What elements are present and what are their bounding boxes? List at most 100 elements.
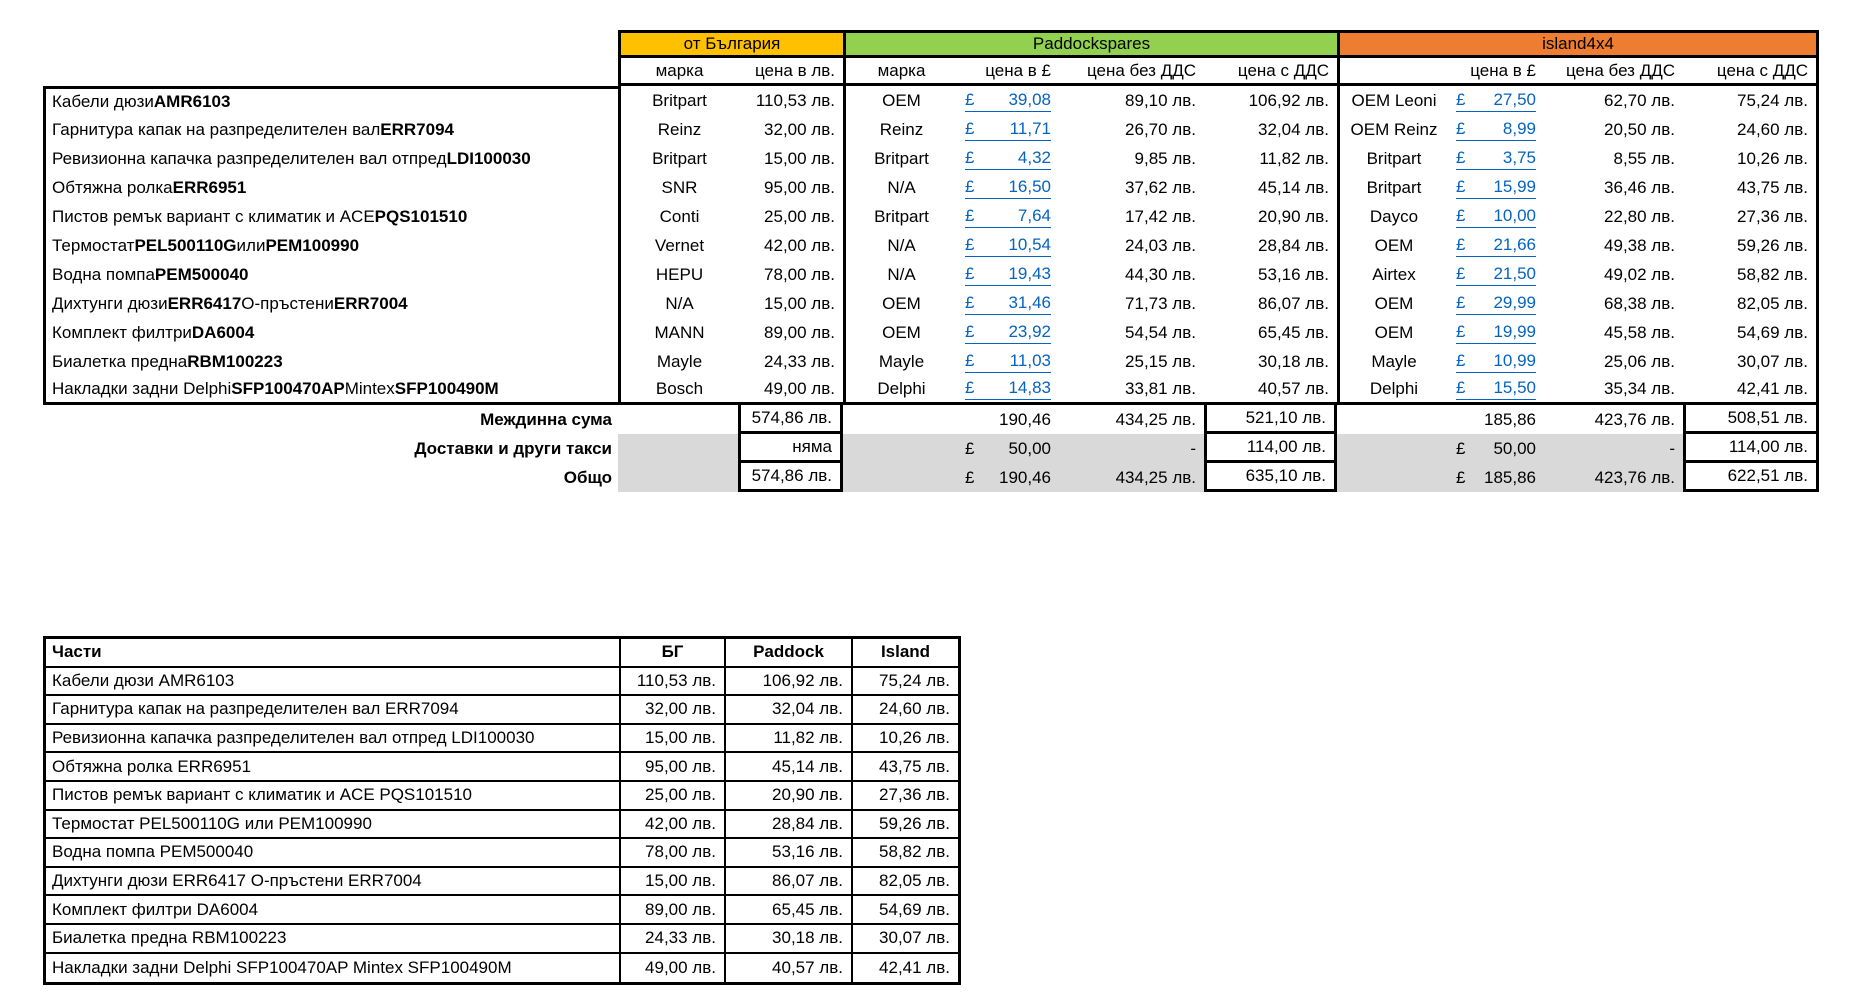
paddock-price-link[interactable]: £16,50 bbox=[957, 173, 1059, 202]
paddock-price-link[interactable]: £39,08 bbox=[957, 86, 1059, 115]
total-label: Общо bbox=[563, 467, 612, 487]
part-name: Обтяжна ролка ERR6951 bbox=[46, 753, 621, 782]
pound-symbol: £ bbox=[1456, 89, 1466, 109]
paddock-price: 30,18 лв. bbox=[726, 924, 853, 954]
paddock-price: 11,82 лв. bbox=[726, 724, 853, 754]
paddock-brand: Mayle bbox=[843, 347, 957, 376]
island-price-link[interactable]: £10,99 bbox=[1448, 347, 1544, 376]
island-price-link[interactable]: £8,99 bbox=[1448, 115, 1544, 144]
pound-symbol: £ bbox=[965, 147, 975, 167]
shipping-label: Доставки и други такси bbox=[414, 438, 612, 458]
shipping-paddock-vat: 114,00 лв. bbox=[1204, 434, 1337, 463]
pound-symbol: £ bbox=[1456, 438, 1466, 458]
bg-price: 42,00 лв. bbox=[621, 810, 726, 840]
part-name: Комплект филтри DA6004 bbox=[46, 896, 621, 925]
bg-price: 110,53 лв. bbox=[755, 90, 835, 110]
part-name: Обтяжна ролка ERR6951 bbox=[43, 173, 618, 202]
island-price: 59,26 лв. bbox=[853, 811, 958, 840]
paddock-price-link[interactable]: £7,64 bbox=[957, 202, 1059, 231]
paddock-price-vat: 40,57 лв. bbox=[1204, 376, 1337, 405]
island-price: 27,36 лв. bbox=[853, 782, 958, 811]
island-price-novat: 45,58 лв. bbox=[1604, 322, 1675, 342]
subtotal-island-blank bbox=[1337, 405, 1448, 434]
island-gbp-value: 27,50 bbox=[1493, 89, 1536, 109]
island-price-novat: 36,46 лв. bbox=[1604, 177, 1675, 197]
bg-price: 15,00 лв. bbox=[764, 148, 835, 168]
paddock-price-novat: 25,15 лв. bbox=[1125, 351, 1196, 371]
island-price: 24,60 лв. bbox=[853, 696, 958, 725]
bg-price: 110,53 лв. bbox=[621, 667, 726, 697]
paddock-price-novat: 54,54 лв. bbox=[1125, 322, 1196, 342]
bg-brand: Britpart bbox=[618, 144, 738, 173]
island-price-link[interactable]: £29,99 bbox=[1448, 289, 1544, 318]
pound-symbol: £ bbox=[1456, 205, 1466, 225]
paddock-gbp-value: 11,71 bbox=[1009, 118, 1051, 138]
col-header-bg: БГ bbox=[621, 639, 726, 668]
bg-price: 24,33 лв. bbox=[764, 351, 835, 371]
island-price-link[interactable]: £27,50 bbox=[1448, 86, 1544, 115]
bg-price: 15,00 лв. bbox=[621, 867, 726, 897]
header-blank bbox=[43, 58, 618, 86]
bg-brand: Conti bbox=[618, 202, 738, 231]
paddock-gbp-value: 14,83 bbox=[1008, 378, 1051, 397]
total-paddock-gbp: £190,46 bbox=[957, 463, 1059, 492]
island-gbp-value: 21,66 bbox=[1493, 234, 1536, 254]
island-price-novat: 25,06 лв. bbox=[1604, 351, 1675, 371]
part-name: Водна помпа PEM500040 bbox=[43, 260, 618, 289]
paddock-price-link[interactable]: £11,71 bbox=[957, 115, 1059, 144]
paddock-price: 40,57 лв. bbox=[726, 953, 853, 983]
paddock-gbp-value: 39,08 bbox=[1008, 89, 1051, 109]
total-island-blank bbox=[1337, 463, 1448, 492]
total-bg-blank bbox=[618, 463, 738, 492]
paddock-price-vat: 30,18 лв. bbox=[1258, 351, 1329, 371]
paddock-price-link[interactable]: £31,46 bbox=[957, 289, 1059, 318]
island-price-link[interactable]: £10,00 bbox=[1448, 202, 1544, 231]
pound-symbol: £ bbox=[1456, 467, 1466, 487]
bg-brand: Reinz bbox=[618, 115, 738, 144]
island-price-link[interactable]: £21,66 bbox=[1448, 231, 1544, 260]
bg-price: 49,00 лв. bbox=[738, 376, 843, 405]
paddock-price-link[interactable]: £11,03 bbox=[957, 347, 1059, 376]
island-price-vat: 30,07 лв. bbox=[1683, 347, 1819, 376]
island-brand: OEM Reinz bbox=[1337, 115, 1448, 144]
subtotal-label: Междинна сума bbox=[480, 409, 612, 429]
island-price-link[interactable]: £3,75 bbox=[1448, 144, 1544, 173]
island-price-vat: 59,26 лв. bbox=[1683, 231, 1819, 260]
paddock-price-novat: 17,42 лв. bbox=[1125, 206, 1196, 226]
pound-symbol: £ bbox=[965, 378, 975, 397]
paddock-price-novat: 71,73 лв. bbox=[1125, 293, 1196, 313]
island-price-link[interactable]: £21,50 bbox=[1448, 260, 1544, 289]
part-name: Водна помпа PEM500040 bbox=[46, 839, 621, 868]
island-brand: Dayco bbox=[1337, 202, 1448, 231]
paddock-price-link[interactable]: £14,83 bbox=[957, 376, 1059, 405]
island-gbp-value: 19,99 bbox=[1493, 321, 1536, 341]
bg-brand: Britpart bbox=[618, 86, 738, 115]
pound-symbol: £ bbox=[965, 234, 975, 254]
paddock-price-link[interactable]: £19,43 bbox=[957, 260, 1059, 289]
island-price-link[interactable]: £19,99 bbox=[1448, 318, 1544, 347]
paddock-gbp-value: 16,50 bbox=[1008, 176, 1051, 196]
paddock-price-link[interactable]: £4,32 bbox=[957, 144, 1059, 173]
subtotal-paddock-novat: 434,25 лв. bbox=[1115, 409, 1196, 429]
island-gbp-value: 3,75 bbox=[1502, 147, 1536, 167]
part-name: Кабели дюзи AMR6103 bbox=[46, 667, 621, 697]
part-name: Пистов ремък вариант с климатик и ACE PQ… bbox=[46, 781, 621, 811]
paddock-price-link[interactable]: £10,54 bbox=[957, 231, 1059, 260]
paddock-price-link[interactable]: £23,92 bbox=[957, 318, 1059, 347]
corner-blank bbox=[43, 30, 618, 58]
part-name: Гарнитура капак на разпределителен вал E… bbox=[43, 115, 618, 144]
part-name: Дихтунги дюзи ERR6417 О-пръстени ERR7004 bbox=[46, 867, 621, 897]
paddock-price: 86,07 лв. bbox=[726, 867, 853, 897]
island-price-link[interactable]: £15,50 bbox=[1448, 376, 1544, 405]
total-bg-price: 574,86 лв. bbox=[738, 463, 843, 492]
paddock-price-vat: 20,90 лв. bbox=[1258, 206, 1329, 226]
bg-brand: MANN bbox=[618, 318, 738, 347]
island-price-novat: 62,70 лв. bbox=[1604, 90, 1675, 110]
part-name: Биалетка предна RBM100223 bbox=[46, 924, 621, 954]
island-price-link[interactable]: £15,99 bbox=[1448, 173, 1544, 202]
island-price: 58,82 лв. bbox=[853, 839, 958, 868]
bg-price: 95,00 лв. bbox=[764, 177, 835, 197]
bg-price: 24,33 лв. bbox=[621, 924, 726, 954]
island-price-novat: 35,34 лв. bbox=[1544, 376, 1683, 405]
island-gbp-value: 10,99 bbox=[1493, 350, 1536, 370]
